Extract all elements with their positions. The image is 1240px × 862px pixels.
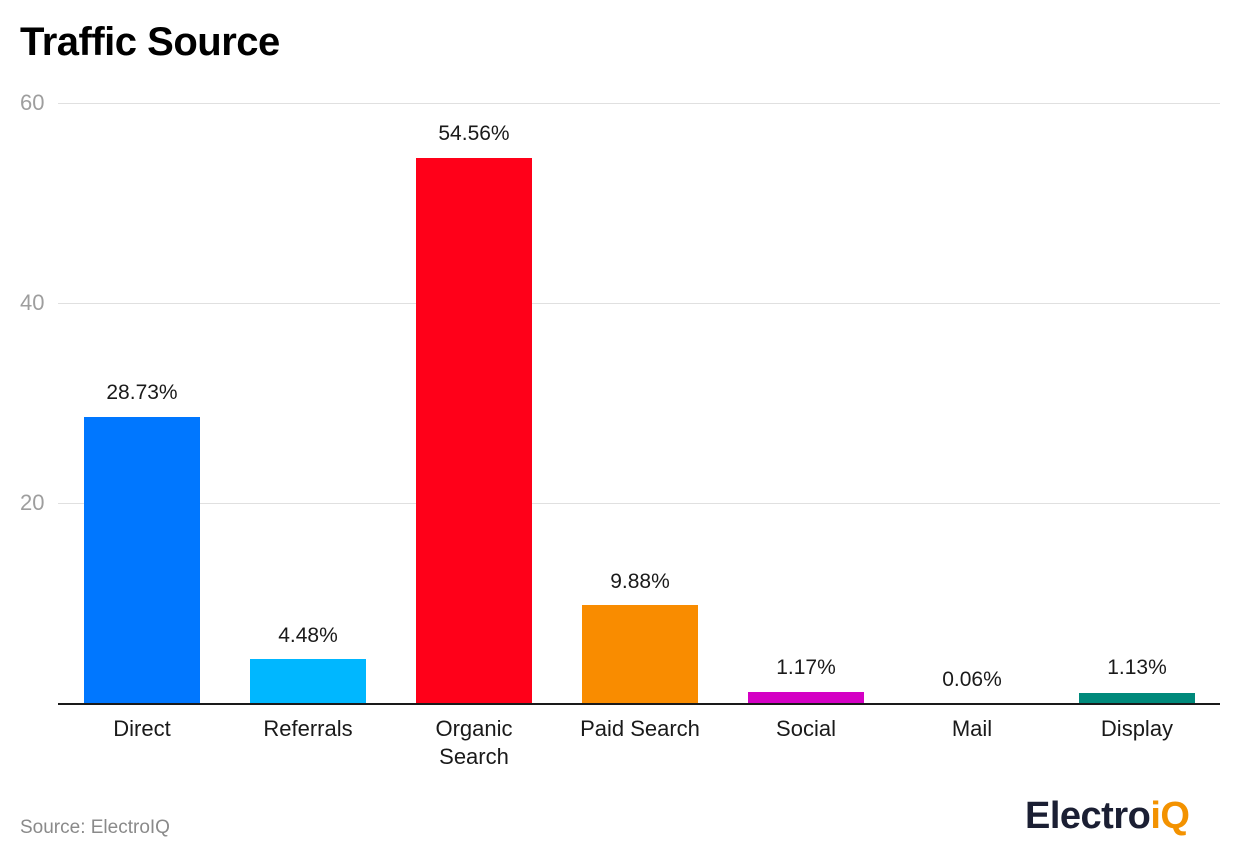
value-label-paid-search: 9.88% (610, 570, 670, 593)
x-label-paid-search: Paid Search (580, 716, 700, 741)
x-label-social: Social (776, 716, 836, 741)
bar-display (1079, 693, 1195, 704)
value-label-display: 1.13% (1107, 656, 1167, 679)
y-tick-20: 20 (20, 490, 45, 515)
value-label-mail: 0.06% (942, 668, 1002, 691)
bar-organic-search (416, 158, 532, 704)
x-label-display: Display (1100, 716, 1174, 741)
chart-title: Traffic Source (20, 20, 280, 64)
bar-social (748, 692, 864, 704)
value-label-direct: 28.73% (106, 381, 178, 404)
x-label-referrals: Referrals (263, 716, 353, 741)
x-label-mail: Mail (951, 716, 993, 741)
y-tick-60: 60 (20, 90, 45, 115)
x-label-organic-search: Organic Search (435, 716, 513, 769)
electroiq-logo: ElectroiQ (1025, 795, 1190, 837)
gridline-40 (58, 303, 1220, 304)
x-label-direct: Direct (113, 716, 171, 741)
y-tick-40: 40 (20, 290, 45, 315)
value-label-referrals: 4.48% (278, 624, 338, 647)
x-axis-line (58, 703, 1220, 705)
bar-direct (84, 417, 200, 704)
bar-paid-search (582, 605, 698, 704)
bar-referrals (250, 659, 366, 704)
source-note: Source: ElectroIQ (20, 817, 170, 838)
value-label-organic-search: 54.56% (438, 122, 510, 145)
gridline-60 (58, 103, 1220, 104)
value-label-social: 1.17% (776, 656, 836, 679)
gridline-20 (58, 503, 1220, 504)
